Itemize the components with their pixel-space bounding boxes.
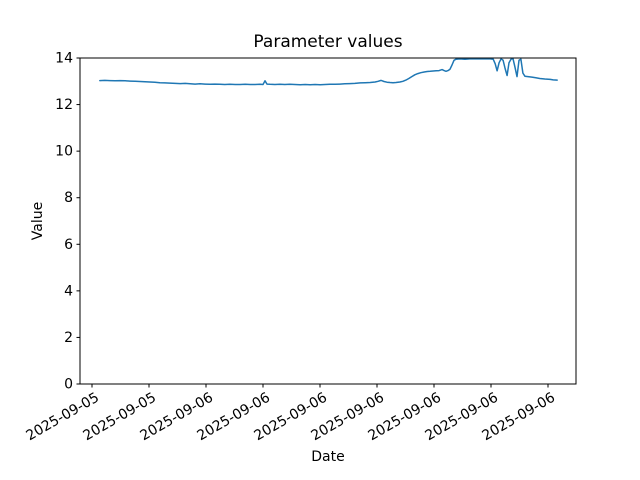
- y-axis-ticks: 0 2 4 6 8 10 12 14: [55, 51, 80, 393]
- y-tick-label: 10: [55, 144, 73, 160]
- y-tick-label: 2: [64, 330, 73, 346]
- data-line: [99, 57, 558, 86]
- y-tick-label: 14: [55, 51, 73, 67]
- axes-frame: [79, 57, 577, 385]
- y-tick-label: 12: [55, 97, 73, 113]
- y-axis-label: Value: [30, 202, 46, 240]
- x-axis-ticks: 2025-09-052025-09-052025-09-062025-09-06…: [24, 384, 558, 444]
- y-tick-label: 6: [64, 237, 73, 253]
- x-axis-label: Date: [311, 449, 344, 465]
- y-tick-label: 0: [64, 377, 73, 393]
- y-tick-label: 4: [64, 283, 73, 299]
- chart-title: Parameter values: [253, 32, 402, 52]
- y-tick-label: 8: [64, 190, 73, 206]
